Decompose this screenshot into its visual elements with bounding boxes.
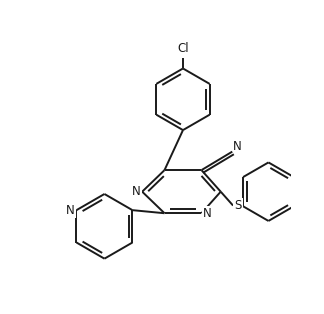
Text: N: N (203, 207, 212, 220)
Text: N: N (66, 204, 75, 217)
Text: N: N (233, 140, 242, 153)
Text: N: N (132, 185, 140, 198)
Text: Cl: Cl (177, 42, 189, 55)
Text: S: S (234, 199, 241, 212)
